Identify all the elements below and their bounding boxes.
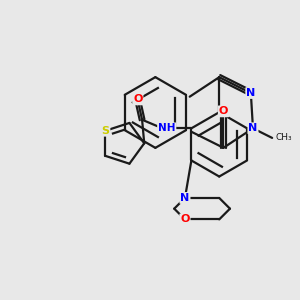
- Text: O: O: [219, 106, 228, 116]
- Text: N: N: [248, 123, 258, 133]
- Text: N: N: [246, 88, 256, 98]
- Text: O: O: [133, 94, 142, 104]
- Text: O: O: [180, 214, 190, 224]
- Text: S: S: [101, 126, 110, 136]
- Text: CH₃: CH₃: [275, 134, 292, 142]
- Text: N: N: [180, 193, 190, 203]
- Text: NH: NH: [158, 123, 175, 133]
